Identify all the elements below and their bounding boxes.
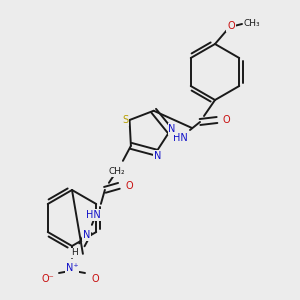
Text: O: O: [91, 274, 99, 284]
Text: HN: HN: [85, 210, 100, 220]
Text: O: O: [222, 115, 230, 125]
Text: O: O: [227, 21, 235, 31]
Text: S: S: [122, 115, 129, 125]
Text: H: H: [71, 248, 78, 257]
Text: N: N: [154, 151, 162, 160]
Text: N: N: [83, 230, 91, 240]
Text: CH₂: CH₂: [109, 167, 125, 176]
Text: N⁺: N⁺: [66, 263, 78, 273]
Text: CH₃: CH₃: [244, 20, 260, 28]
Text: N: N: [168, 124, 176, 134]
Text: O: O: [125, 181, 133, 191]
Text: O⁻: O⁻: [42, 274, 54, 284]
Text: HN: HN: [172, 133, 188, 143]
